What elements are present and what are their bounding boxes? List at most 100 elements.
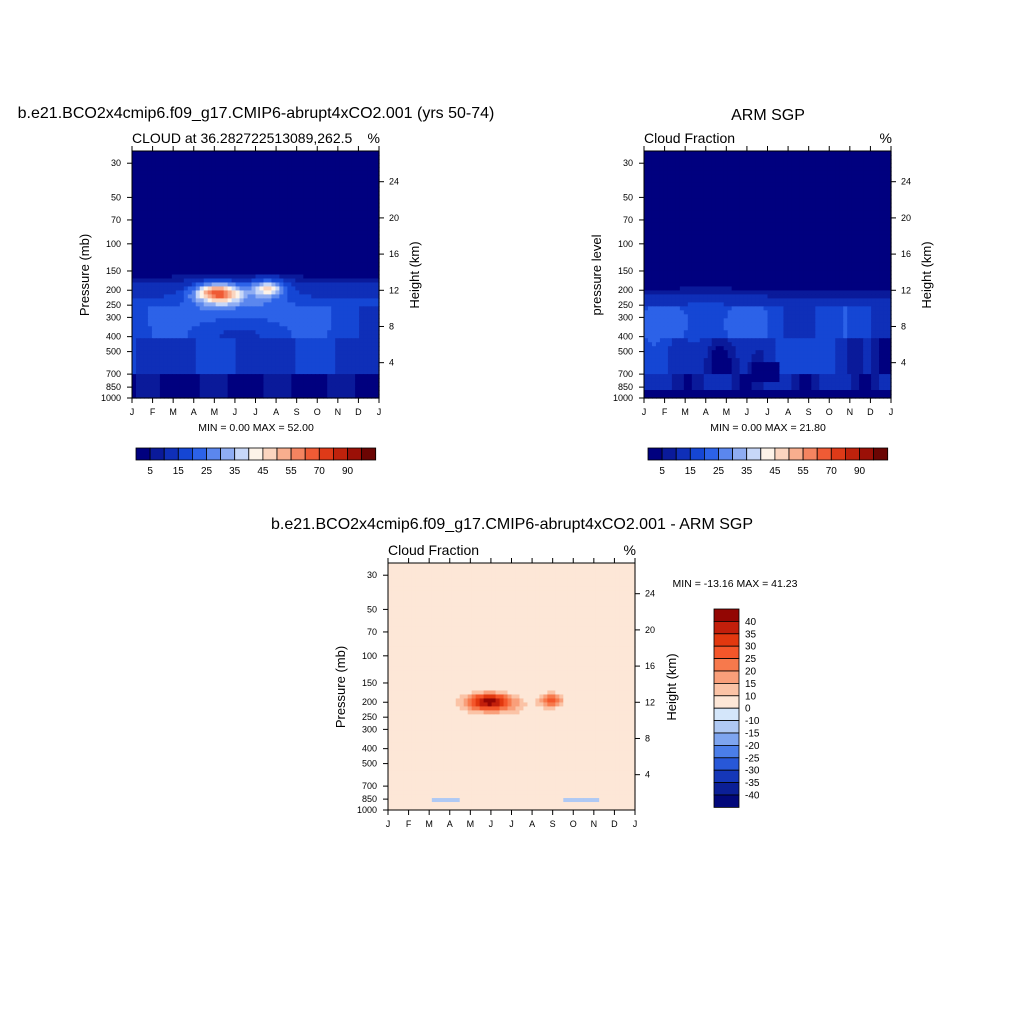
field-cell [143,234,149,240]
field-cell [347,374,352,379]
field-cell [291,314,296,319]
field-cell [343,306,348,311]
field-cell [195,266,201,272]
field-cell [319,254,324,260]
field-cell [827,166,832,172]
field-cell [203,274,209,280]
field-cell [271,151,277,156]
field-cell [339,394,344,399]
y-tick-label: 850 [106,382,121,392]
field-cell [171,374,177,379]
field-cell [211,382,217,387]
field-cell [155,234,161,240]
field-cell [275,322,280,327]
field-cell [295,222,300,228]
field-cell [795,214,800,220]
field-cell [359,334,364,339]
field-cell [143,394,149,399]
field-cell [371,338,376,343]
field-cell [283,330,288,335]
colorbar-swatch [248,447,264,461]
colorbar-label: 35 [229,466,241,477]
field-cell [143,270,149,276]
field-cell [319,362,324,367]
field-cell [679,186,685,192]
field-cell [143,214,149,220]
field-cell [375,382,380,387]
field-cell [751,202,757,208]
field-cell [351,158,356,164]
field-cell [175,310,181,315]
field-cell [183,390,189,395]
colorbar-label: 5 [147,466,153,477]
field-cell [295,286,300,292]
field-cell [375,334,380,339]
field-cell [287,314,292,319]
field-cell [199,166,205,172]
field-cell [367,306,372,311]
field-cell [655,170,661,176]
field-cell [287,338,292,343]
field-cell [147,238,153,244]
field-cell [287,330,292,335]
field-cell [799,151,804,156]
field-cell [783,194,789,200]
field-cell [159,166,165,172]
field-cell [867,190,872,196]
field-cell [659,182,665,188]
field-cell [255,198,261,204]
field-cell [179,358,185,363]
field-cell [199,266,205,272]
field-cell [351,298,356,303]
field-cell [155,346,161,351]
field-cell [167,374,173,379]
field-cell [135,222,141,228]
field-cell [359,218,364,224]
field-cell [187,278,193,284]
field-cell [155,310,161,315]
field-cell [359,318,364,323]
field-cell [331,198,336,204]
field-cell [175,262,181,268]
field-cell [159,158,165,164]
field-cell [287,290,292,296]
field-cell [259,374,265,379]
field-cell [255,346,261,351]
field-cell [215,342,221,347]
field-cell [327,346,332,351]
field-cell [239,330,245,335]
field-cell [167,222,173,228]
field-cell [275,174,280,180]
field-cell [739,158,745,164]
field-cell [283,151,288,156]
field-cell [139,314,145,319]
field-cell [315,274,320,280]
field-cell [199,346,205,351]
field-cell [351,366,356,371]
field-cell [207,174,213,180]
field-cell [683,162,689,168]
field-cell [347,306,352,311]
field-cell [351,151,356,156]
field-cell [223,230,229,236]
field-cell [179,190,185,196]
field-cell [143,366,149,371]
field-cell [647,166,653,172]
field-cell [179,378,185,383]
field-cell [295,202,300,208]
field-cell [879,174,884,180]
field-cell [679,174,685,180]
field-cell [263,194,269,200]
field-cell [871,206,876,212]
field-cell [339,202,344,208]
field-cell [132,162,137,168]
field-cell [279,334,284,339]
field-cell [799,158,804,164]
field-cell [207,206,213,212]
field-cell [283,270,288,276]
field-cell [215,170,221,176]
field-cell [303,314,308,319]
field-cell [279,154,284,160]
field-cell [195,322,201,327]
field-cell [875,190,880,196]
